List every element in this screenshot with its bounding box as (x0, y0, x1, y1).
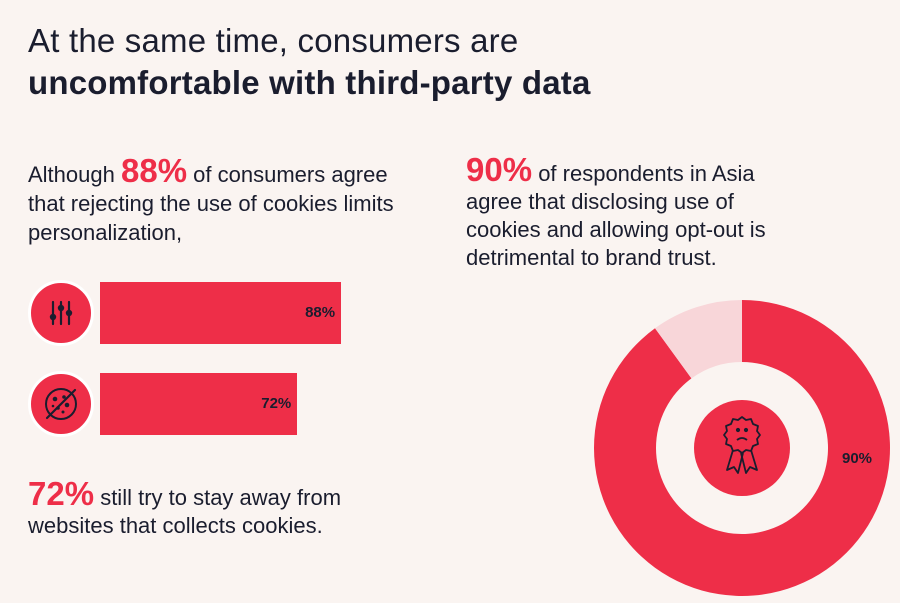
left-footer-text: 72% still try to stay away from websites… (28, 477, 428, 540)
right-text: 90% of respondents in Asia agree that di… (466, 153, 766, 272)
lead-before: Although (28, 162, 115, 187)
donut-center-disc (694, 400, 790, 496)
left-lead-text: Although 88% of consumers agree that rej… (28, 154, 408, 247)
donut-slice-agree (594, 300, 890, 596)
footer-percent: 72% (28, 475, 95, 512)
cookie-icon (28, 371, 94, 437)
bar-personalization: 88% (100, 282, 342, 344)
page-title-line2: uncomfortable with third-party data (28, 64, 591, 101)
donut-svg (594, 300, 890, 596)
donut-value-text: 90% (842, 450, 873, 467)
bar-avoid-cookies: 72% (100, 373, 298, 435)
right-body: of respondents in Asia agree that disclo… (466, 161, 766, 270)
bar-value-label: 72% (261, 395, 292, 412)
lead-percent: 88% (120, 152, 188, 189)
donut-slice-other (655, 300, 742, 379)
bar-value-label: 88% (305, 304, 336, 321)
lead-after: of consumers agree that rejecting the us… (28, 162, 394, 245)
page-title-line1: At the same time, consumers are (28, 22, 519, 59)
right-percent: 90% (466, 151, 533, 188)
donut-chart (592, 298, 892, 598)
footer-body: still try to stay away from websites tha… (28, 485, 342, 538)
sad-award-ribbon-icon (723, 416, 761, 474)
tuning-sliders-icon (28, 280, 94, 346)
donut-value-label: 90% (842, 450, 872, 467)
bar-row-avoid-cookies: 72% (28, 371, 388, 437)
bar-row-personalization: 88% (28, 280, 388, 346)
